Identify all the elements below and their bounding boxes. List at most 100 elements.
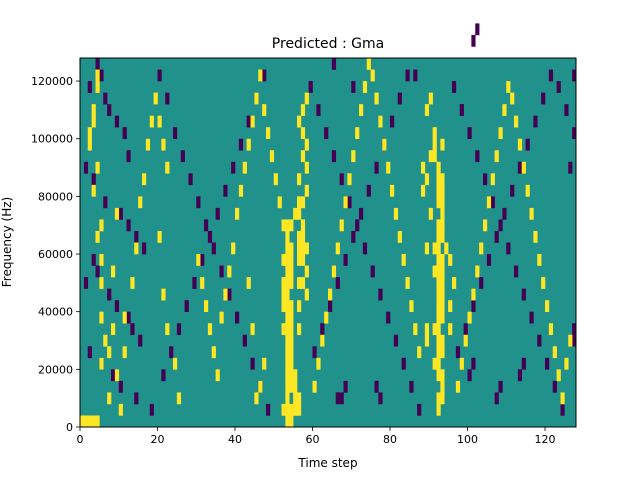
heatmap-cell-high-200 — [258, 380, 263, 393]
heatmap-cell-low-29 — [157, 69, 162, 82]
heatmap-cell-low-60 — [324, 127, 329, 140]
heatmap-cell-high-121 — [432, 138, 437, 151]
heatmap-cell-low-122 — [467, 369, 472, 382]
heatmap-cell-high-68 — [300, 127, 306, 140]
heatmap-cell-high-183 — [219, 311, 224, 324]
heatmap-cell-high-159 — [114, 207, 120, 220]
heatmap-cell-low-104 — [479, 277, 484, 289]
heatmap-cell-high-242 — [494, 150, 499, 163]
heatmap-cell-low-136 — [331, 58, 337, 70]
heatmap-cell-high-20 — [293, 369, 298, 382]
heatmap-cell-high-21 — [285, 357, 290, 370]
heatmap-cell-high-240 — [486, 196, 492, 209]
heatmap-cell-high-155 — [107, 392, 112, 405]
heatmap-cell-low-101 — [455, 346, 461, 359]
heatmap-cell-high-11 — [297, 403, 302, 416]
heatmap-cell-low-107 — [502, 207, 507, 220]
heatmap-cell-high-100 — [432, 265, 437, 278]
heatmap-cell-low-44 — [161, 369, 166, 382]
heatmap-cell-low-18 — [107, 288, 112, 301]
heatmap-cell-high-206 — [320, 334, 325, 347]
heatmap-cell-high-41 — [281, 254, 286, 266]
heatmap-cell-high-104 — [440, 254, 445, 266]
heatmap-cell-high-117 — [436, 173, 441, 186]
heatmap-cell-high-5 — [285, 415, 290, 428]
heatmap-cell-low-87 — [459, 104, 464, 116]
heatmap-cell-high-143 — [91, 115, 96, 128]
y-tick-label-100000: 100000 — [31, 133, 73, 146]
heatmap-cell-high-69 — [297, 115, 302, 128]
heatmap-cell-high-28 — [285, 323, 290, 336]
heatmap-cell-high-226 — [397, 230, 402, 243]
heatmap-cell-low-6 — [122, 127, 127, 140]
heatmap-cell-high-142 — [87, 138, 92, 151]
heatmap-cell-low-118 — [339, 392, 344, 405]
heatmap-cell-low-52 — [223, 184, 228, 197]
heatmap-cell-high-241 — [490, 173, 495, 186]
heatmap-cell-low-97 — [537, 334, 542, 347]
heatmap-cell-low-133 — [475, 23, 480, 36]
heatmap-cell-high-118 — [440, 173, 445, 186]
heatmap-cell-low-16 — [95, 265, 100, 278]
heatmap-cell-high-71 — [304, 92, 309, 105]
heatmap-cell-low-106 — [494, 230, 499, 243]
heatmap-cell-high-176 — [176, 392, 182, 405]
heatmap-cell-low-111 — [533, 115, 538, 128]
heatmap-cell-low-128 — [572, 334, 577, 347]
plot-frame — [79, 57, 577, 428]
heatmap-cell-low-92 — [498, 219, 503, 232]
heatmap-cell-high-112 — [440, 207, 445, 220]
heatmap-cell-high-80 — [440, 392, 445, 405]
y-tick-label-60000: 60000 — [38, 248, 73, 261]
heatmap-cell-low-115 — [564, 104, 569, 116]
heatmap-cell-low-96 — [529, 311, 534, 324]
heatmap-cell-high-135 — [452, 277, 457, 289]
heatmap-cell-low-36 — [211, 242, 216, 255]
heatmap-cell-low-88 — [467, 127, 472, 140]
heatmap-cell-high-90 — [432, 323, 437, 336]
heatmap-cell-high-53 — [300, 242, 306, 255]
heatmap-cell-low-54 — [238, 138, 244, 151]
heatmap-cell-low-13 — [134, 230, 139, 243]
heatmap-cell-high-65 — [304, 161, 309, 174]
heatmap-cell-high-163 — [134, 242, 139, 255]
x-tick-label-100: 100 — [457, 433, 478, 446]
heatmap-cell-high-194 — [262, 104, 267, 116]
heatmap-cell-high-54 — [304, 242, 309, 255]
heatmap-cell-low-75 — [328, 300, 333, 312]
heatmap-cell-high-109 — [440, 230, 445, 243]
heatmap-cell-low-80 — [366, 184, 371, 197]
heatmap-cell-high-15 — [285, 380, 290, 393]
heatmap-cell-high-230 — [413, 323, 418, 336]
heatmap-cell-high-216 — [359, 104, 364, 116]
heatmap-cell-high-107 — [432, 242, 437, 255]
heatmap-cell-high-16 — [289, 380, 294, 393]
heatmap-cell-high-252 — [533, 230, 538, 243]
heatmap-cell-low-66 — [370, 265, 375, 278]
heatmap-cell-high-37 — [281, 277, 286, 289]
heatmap-cell-high-198 — [277, 196, 282, 209]
heatmap-cell-high-136 — [448, 300, 453, 312]
heatmap-cell-high-233 — [459, 357, 464, 370]
heatmap-cell-high-19 — [289, 369, 294, 382]
heatmap-cell-high-231 — [417, 346, 422, 359]
heatmap-cell-low-12 — [126, 219, 131, 232]
heatmap-cell-high-56 — [300, 230, 306, 243]
heatmap-cell-high-175 — [173, 357, 178, 370]
heatmap-cell-high-130 — [428, 150, 433, 163]
heatmap-cell-low-58 — [308, 81, 313, 93]
heatmap-cell-low-9 — [91, 173, 96, 186]
heatmap-cell-high-63 — [304, 184, 309, 197]
heatmap-cell-high-181 — [211, 346, 216, 359]
heatmap-cell-high-74 — [300, 277, 306, 289]
heatmap-cells — [80, 23, 577, 428]
heatmap-cell-high-188 — [238, 184, 244, 197]
heatmap-cell-high-87 — [440, 346, 445, 359]
heatmap-cell-low-57 — [262, 69, 267, 82]
heatmap-cell-high-261 — [568, 334, 573, 347]
heatmap-cell-low-74 — [320, 323, 325, 336]
heatmap-cell-high-72 — [297, 323, 302, 336]
heatmap-cell-high-110 — [436, 219, 441, 232]
heatmap-cell-low-85 — [405, 69, 410, 82]
